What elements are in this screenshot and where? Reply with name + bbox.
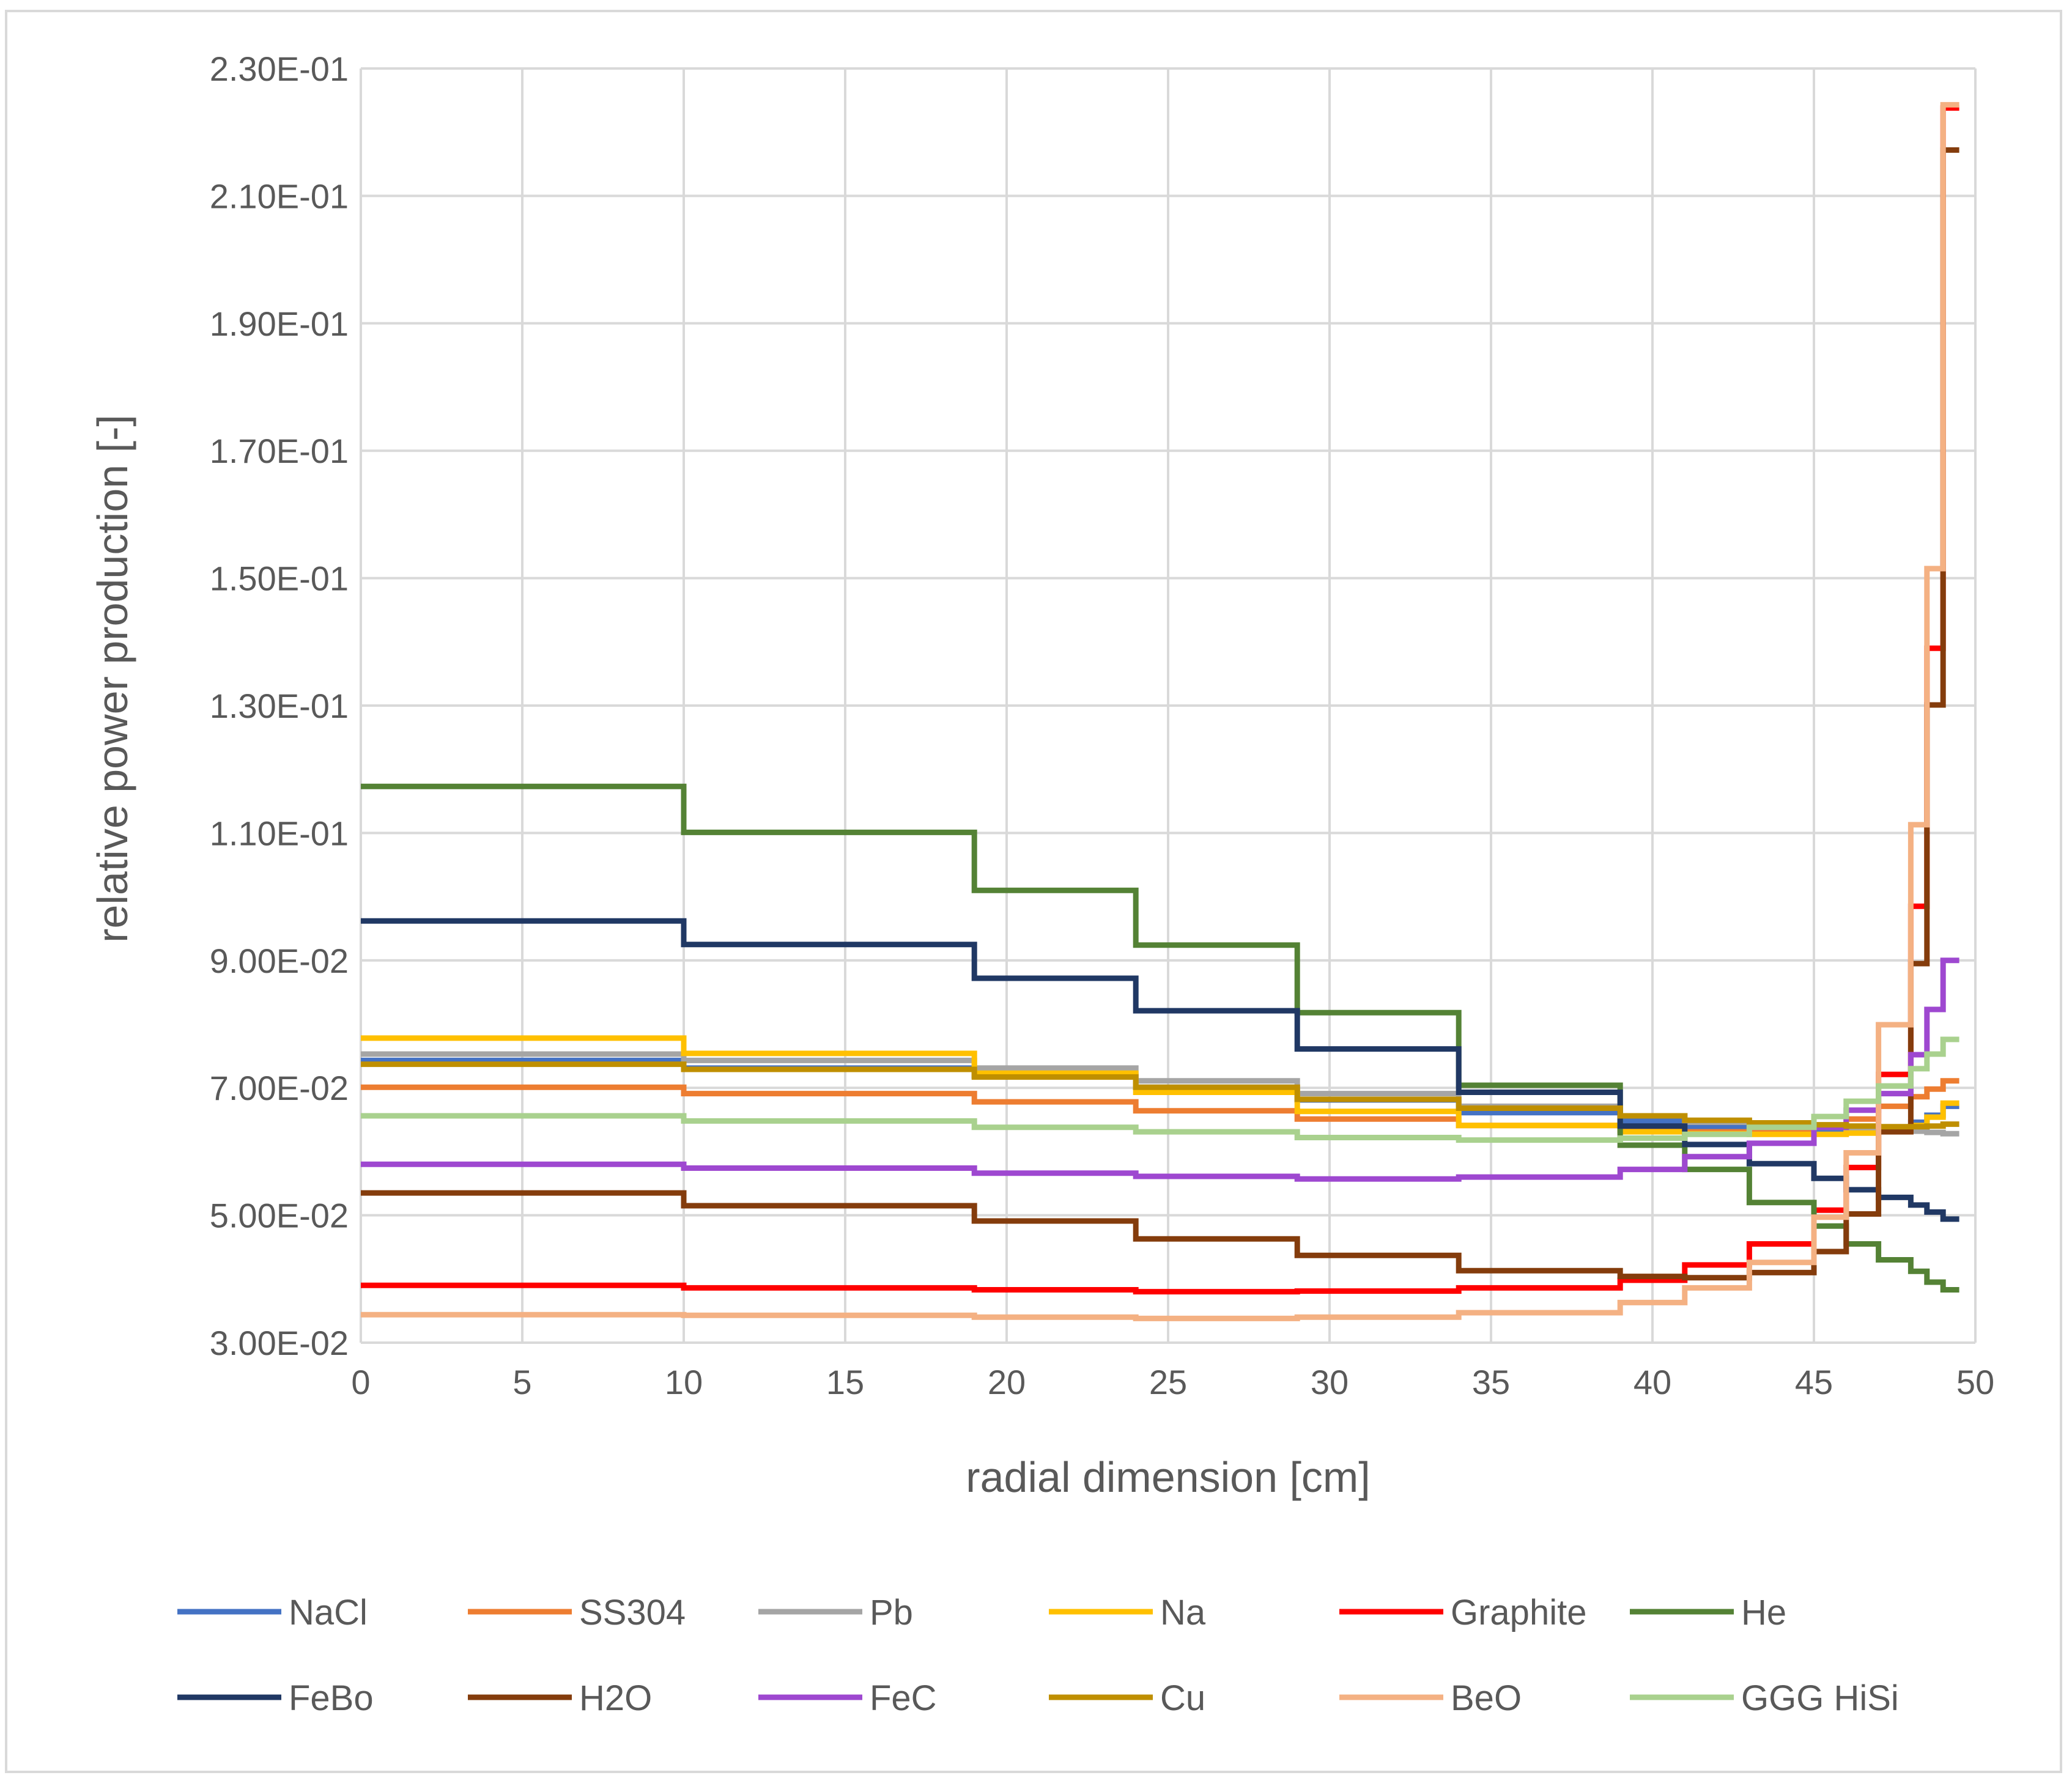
y-tick-label: 9.00E-02: [210, 942, 349, 980]
y-tick-label: 5.00E-02: [210, 1197, 349, 1235]
legend-label-fec: FeC: [870, 1678, 937, 1718]
series-line-febo: [361, 918, 1959, 1222]
legend-label-he: He: [1741, 1593, 1786, 1632]
x-axis-title: radial dimension [cm]: [966, 1453, 1370, 1501]
x-tick-label: 10: [665, 1363, 703, 1401]
y-tick-label: 2.10E-01: [210, 177, 349, 215]
legend-label-na: Na: [1160, 1593, 1206, 1632]
y-axis-title: relative power production [-]: [89, 415, 136, 943]
y-tick-label: 3.00E-02: [210, 1324, 349, 1362]
y-tick-label: 1.30E-01: [210, 687, 349, 725]
legend-label-cu: Cu: [1160, 1678, 1205, 1718]
series-line-beo: [361, 101, 1959, 1321]
legend-label-ss304: SS304: [579, 1593, 686, 1632]
legend-label-ggg-hisi: GGG HiSi: [1741, 1678, 1899, 1718]
series-line-ggg-hisi: [361, 1036, 1959, 1143]
y-tick-label: 1.90E-01: [210, 304, 349, 343]
x-tick-label: 5: [512, 1363, 531, 1401]
legend-label-graphite: Graphite: [1451, 1593, 1586, 1632]
legend-label-nacl: NaCl: [289, 1593, 368, 1632]
y-tick-label: 1.10E-01: [210, 814, 349, 852]
y-tick-label: 1.50E-01: [210, 559, 349, 598]
legend-label-febo: FeBo: [289, 1678, 374, 1718]
x-tick-label: 20: [988, 1363, 1026, 1401]
legend-label-h2o: H2O: [579, 1678, 652, 1718]
y-tick-label: 2.30E-01: [210, 50, 349, 88]
x-tick-label: 45: [1795, 1363, 1833, 1401]
x-tick-label: 30: [1311, 1363, 1349, 1401]
legend: NaCl SS304 Pb Na Graphite He FeBo H2O FeC Cu BeO GG…: [177, 1593, 1899, 1718]
legend-label-pb: Pb: [870, 1593, 913, 1632]
y-tick-label: 7.00E-02: [210, 1069, 349, 1107]
y-tick-label: 1.70E-01: [210, 432, 349, 470]
series-line-he: [361, 783, 1959, 1293]
x-tick-label: 0: [351, 1363, 370, 1401]
x-tick-label: 50: [1956, 1363, 1994, 1401]
axes: 0 5 10 15 20 25 30 35 40 45 50 3.00E-02 5.00E-02 7.00…: [210, 50, 1994, 1401]
series-line-fec: [361, 957, 1959, 1182]
legend-label-beo: BeO: [1451, 1678, 1522, 1718]
x-tick-label: 35: [1472, 1363, 1510, 1401]
x-tick-label: 40: [1634, 1363, 1671, 1401]
x-tick-label: 15: [826, 1363, 864, 1401]
series-line-cu: [361, 1061, 1959, 1130]
series-lines: [361, 101, 1959, 1321]
x-tick-label: 25: [1149, 1363, 1187, 1401]
